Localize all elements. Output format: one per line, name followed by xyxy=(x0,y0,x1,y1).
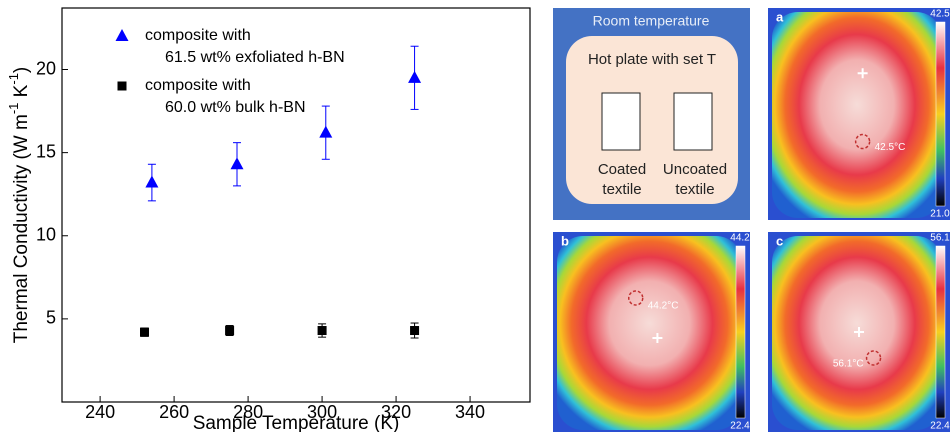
point xyxy=(319,126,332,138)
y-axis-label-part: K xyxy=(11,84,32,102)
x-tick-label: 340 xyxy=(455,402,485,422)
plate-label: Hot plate with set T xyxy=(588,51,716,68)
color-bar-max: 44.2 xyxy=(730,233,750,244)
uncoated-label: textile xyxy=(675,181,714,198)
thermal-image-heat xyxy=(557,236,742,430)
color-bar-min: 22.4 xyxy=(930,421,950,432)
y-tick-label: 15 xyxy=(36,141,56,161)
color-bar-min: 22.4 xyxy=(730,421,750,432)
y-axis-label-part: -1 xyxy=(6,103,21,115)
legend-marker xyxy=(118,82,127,91)
y-axis-label-part: ) xyxy=(11,67,32,73)
figure: Room temperature Hot plate with set T Co… xyxy=(0,0,950,432)
panel-letter: b xyxy=(561,233,569,248)
thermal-image-heat xyxy=(772,12,942,218)
color-bar xyxy=(936,246,945,418)
coated-label: Coated xyxy=(598,161,646,178)
legend-label: composite with xyxy=(145,27,251,44)
x-tick-label: 260 xyxy=(159,402,189,422)
point xyxy=(225,326,234,335)
legend-marker xyxy=(116,29,129,41)
coated-label: textile xyxy=(602,181,641,198)
point xyxy=(318,326,327,335)
y-tick-label: 20 xyxy=(36,58,56,78)
schematic-title: Room temperature xyxy=(593,13,710,29)
chart: Room temperature Hot plate with set T Co… xyxy=(0,0,950,432)
y-axis-label-part: Thermal Conductivity (W m xyxy=(11,114,32,343)
panel-letter: c xyxy=(776,233,783,248)
plot-frame xyxy=(62,8,530,402)
spot-label: 56.1°C xyxy=(833,359,864,370)
point xyxy=(145,176,158,188)
uncoated-label: Uncoated xyxy=(663,161,727,178)
x-tick-label: 240 xyxy=(85,402,115,422)
spot-label: 44.2°C xyxy=(648,301,679,312)
y-axis-label: Thermal Conductivity (W m-1 K-1) xyxy=(6,67,32,344)
panel-letter: a xyxy=(776,9,784,24)
color-bar xyxy=(736,246,745,418)
coated-sample xyxy=(602,93,640,150)
point xyxy=(140,328,149,337)
point xyxy=(410,326,419,335)
color-bar-min: 21.0 xyxy=(930,209,950,220)
y-tick-label: 5 xyxy=(46,308,56,328)
y-tick-label: 10 xyxy=(36,225,56,245)
legend-label: 61.5 wt% exfoliated h-BN xyxy=(165,49,345,66)
y-axis-label-part: -1 xyxy=(6,73,21,85)
x-axis-label: Sample Temperature (K) xyxy=(193,413,400,432)
legend-label: composite with xyxy=(145,77,251,94)
legend-label: 60.0 wt% bulk h-BN xyxy=(165,99,306,116)
uncoated-sample xyxy=(674,93,712,150)
spot-label: 42.5°C xyxy=(875,142,906,153)
point xyxy=(408,71,421,83)
color-bar xyxy=(936,22,945,206)
color-bar-max: 56.1 xyxy=(930,233,950,244)
color-bar-max: 42.5 xyxy=(930,9,950,20)
point xyxy=(230,157,243,169)
